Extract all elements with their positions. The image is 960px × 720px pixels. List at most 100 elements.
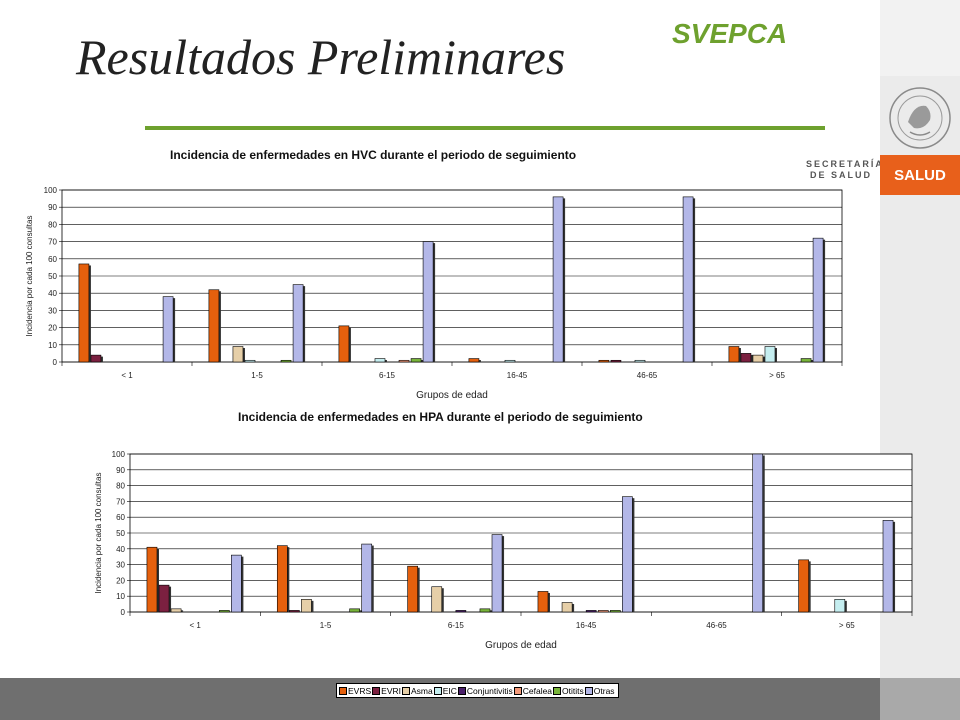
y-tick-label: 90 (116, 466, 125, 475)
y-tick-label: 30 (116, 561, 125, 570)
legend-item-eic: EIC (433, 685, 457, 696)
legend-label: Conjuntivitis (466, 685, 513, 696)
legend-item-asma: Asma (402, 686, 433, 696)
chart1-hvc: 0 10 20 30 40 50 60 70 80 90 100 < 1 1-5 6-15 16-45 46-… (25, 186, 843, 401)
bar-cefalea-3 (597, 610, 609, 613)
bar-asma-1 (301, 599, 312, 613)
y-tick-label: 60 (116, 513, 125, 522)
bar-evrs-0 (78, 263, 90, 363)
x-tick-label: < 1 (189, 621, 201, 630)
x-axis-label: Grupos de edad (485, 640, 557, 651)
bar-otras-5 (812, 237, 824, 363)
bar-evrs-2 (407, 565, 418, 613)
legend-item-cefalea: Cefalea (513, 686, 552, 696)
y-tick-label: 0 (53, 358, 58, 367)
legend-label: Otitits (562, 685, 584, 696)
x-tick-label: 16-45 (576, 621, 597, 630)
x-tick-label: 46-65 (637, 371, 658, 380)
y-tick-label: 80 (48, 220, 57, 229)
y-tick-label: 100 (44, 186, 58, 195)
y-tick-label: 40 (48, 289, 57, 298)
bar-evrs-1 (208, 289, 220, 363)
chart2-title: Incidencia de enfermedades en HPA durant… (238, 410, 643, 424)
bar-otras-4 (682, 196, 694, 363)
legend-swatch (339, 686, 347, 695)
bar-asma-2 (431, 586, 443, 613)
y-tick-label: 30 (48, 306, 57, 315)
title-rule (145, 126, 825, 130)
bar-eic-5 (764, 346, 776, 363)
x-axis-label: Grupos de edad (416, 390, 488, 401)
bar-evrs-4 (598, 359, 610, 363)
legend-item-conjuntivitis: Conjuntivitis (457, 685, 513, 696)
y-tick-label: 70 (48, 238, 57, 247)
chart1-title: Incidencia de enfermedades en HVC durant… (170, 148, 577, 162)
x-tick-label: 16-45 (507, 371, 528, 380)
bar-asma-0 (170, 608, 182, 613)
bar-evri-0 (90, 354, 102, 363)
bar-conjuntivitis-2 (455, 610, 467, 613)
bar-evri-0 (158, 584, 170, 613)
y-axis-label: Incidencia por cada 100 consultas (25, 216, 34, 337)
bar-otras-2 (491, 534, 503, 613)
y-tick-label: 50 (116, 529, 125, 538)
bar-otitits-2 (410, 358, 422, 363)
bar-otras-0 (231, 554, 242, 613)
chart2-hpa: 0 10 20 30 40 50 60 70 80 90 100 < 1 1-5 6-15 16-45 46-… (94, 450, 913, 651)
x-tick-label: 1-5 (320, 621, 332, 630)
bar-evrs-1 (276, 545, 288, 613)
legend-label: EIC (442, 685, 457, 696)
legend-item-otras: Otras (584, 685, 615, 696)
legend-item-evrs: EVRS (339, 686, 371, 696)
ministry-line-1: SECRETARÍA (806, 159, 884, 169)
y-axis-label: Incidencia por cada 100 consultas (94, 473, 103, 594)
y-tick-label: 20 (48, 324, 57, 333)
x-tick-label: 46-65 (706, 621, 727, 630)
bar-otitits-1 (349, 608, 360, 613)
legend-item-evri: EVRI (372, 686, 401, 696)
bar-otras-2 (422, 241, 434, 363)
y-tick-label: 20 (116, 576, 125, 585)
bar-otitits-0 (218, 610, 230, 613)
chart-legend: EVRS EVRI Asma EIC Conjuntivitis Cefalea Otiti… (336, 683, 619, 698)
y-tick-label: 80 (116, 482, 125, 491)
legend-swatch (402, 686, 410, 695)
y-tick-label: 60 (48, 255, 57, 264)
legend-item-otitits: Otitits (553, 686, 584, 696)
bar-evri-4 (610, 359, 622, 363)
bar-cefalea-2 (398, 359, 410, 363)
brand-label: SVEPCA (672, 18, 788, 49)
x-tick-label: 6-15 (448, 621, 465, 630)
bar-otras-3 (622, 496, 633, 613)
y-tick-label: 10 (116, 592, 125, 601)
legend-label: Otras (593, 685, 615, 696)
ministry-name: SECRETARÍA DE SALUD (806, 159, 884, 181)
bar-eic-2 (374, 358, 386, 363)
x-tick-label: 1-5 (251, 371, 263, 380)
y-tick-label: 90 (48, 203, 57, 212)
legend-swatch (457, 686, 466, 695)
bar-otitits-1 (280, 359, 292, 363)
bar-asma-1 (232, 346, 244, 363)
bar-asma-3 (561, 602, 573, 613)
x-tick-label: 6-15 (379, 371, 396, 380)
legend-label: Asma (411, 685, 433, 696)
legend-swatch (513, 686, 522, 695)
legend-swatch (372, 686, 381, 695)
y-tick-label: 70 (116, 497, 125, 506)
bar-eic-5 (834, 599, 846, 613)
legend-label: EVRI (381, 685, 401, 696)
bar-evrs-5 (728, 346, 740, 363)
bar-eic-4 (634, 359, 646, 363)
bar-eic-1 (244, 359, 256, 363)
bar-otras-1 (361, 543, 373, 613)
bar-evrs-3 (468, 358, 480, 363)
bar-asma-5 (752, 354, 764, 363)
bar-evrs-2 (338, 325, 350, 363)
page-title: Resultados Preliminares (76, 29, 566, 85)
y-tick-label: 10 (48, 341, 57, 350)
x-tick-label: < 1 (121, 371, 133, 380)
legend-label: EVRS (348, 685, 372, 696)
bar-evrs-0 (146, 546, 158, 613)
ministry-line-2: DE SALUD (809, 170, 872, 180)
